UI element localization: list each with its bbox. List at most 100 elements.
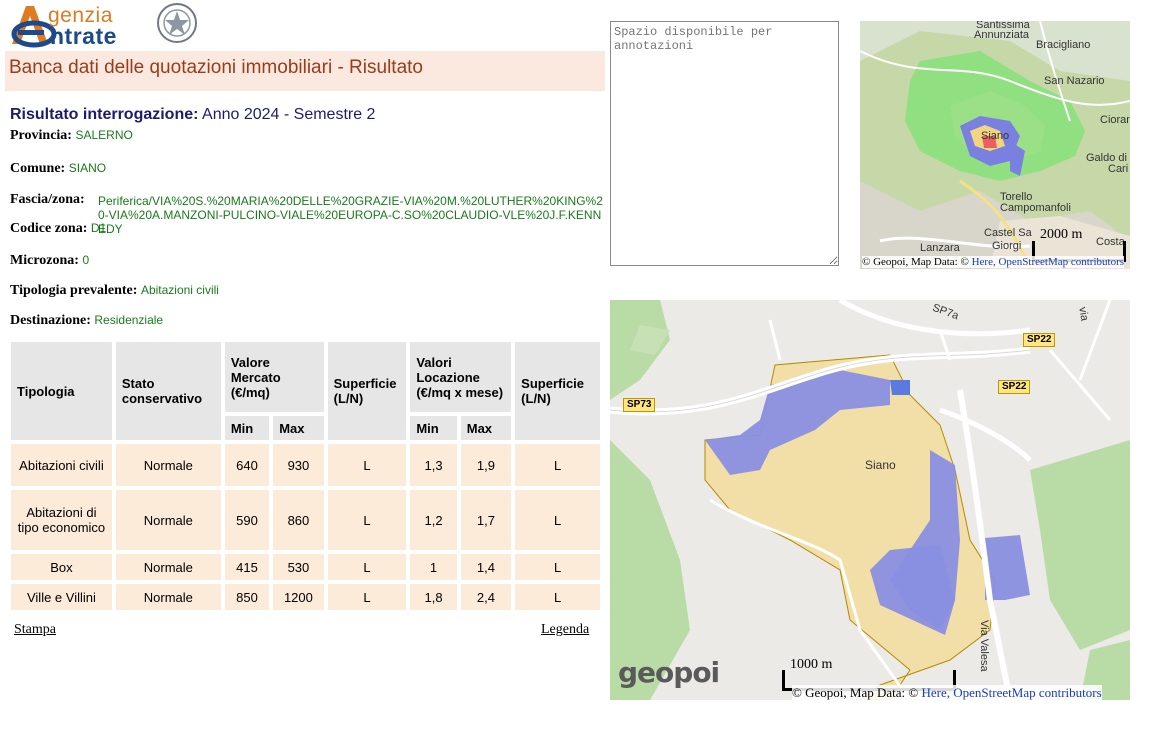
cell-sup2: L xyxy=(515,444,600,486)
label-cioran: Cioran xyxy=(1100,114,1130,126)
logo-text-bottom: ntrate xyxy=(50,23,117,49)
quotations-table: Tipologia Stato conservativo Valore Merc… xyxy=(7,338,604,614)
zone-map-attribution-prefix: © Geopoi, Map Data: © xyxy=(792,685,919,700)
fascia-value: Periferica/VIA%20S.%20MARIA%20DELLE%20GR… xyxy=(98,194,603,236)
microzona-field: Microzona: 0 xyxy=(10,253,89,269)
zone-map-attribution-links[interactable]: Here, OpenStreetMap contributors xyxy=(921,685,1102,700)
label-torello: Torello xyxy=(1000,191,1033,203)
cell-vm-max: 860 xyxy=(273,490,324,550)
provincia-field: Provincia: SALERNO xyxy=(10,128,133,144)
microzona-value: 0 xyxy=(82,253,90,267)
geopoi-logo: geopoi xyxy=(618,656,720,689)
label-galdo: Galdo di xyxy=(1086,152,1127,164)
overview-scale-label: 2000 m xyxy=(1040,227,1083,242)
microzona-label: Microzona: xyxy=(10,253,79,268)
cell-sup2: L xyxy=(515,554,600,580)
cell-vm-max: 530 xyxy=(273,554,324,580)
cell-vm-max: 930 xyxy=(273,444,324,486)
destinazione-field: Destinazione: Residenziale xyxy=(10,313,163,329)
label-siano-small: Siano xyxy=(981,130,1010,142)
result-heading: Risultato interrogazione: Anno 2024 - Se… xyxy=(10,106,375,124)
cell-tipologia: Ville e Villini xyxy=(11,584,112,610)
cell-vm-min: 415 xyxy=(224,554,270,580)
codice-zona-label: Codice zona: xyxy=(10,221,88,236)
cell-sup2: L xyxy=(515,584,600,610)
label-santissima: Santissima xyxy=(976,21,1030,31)
cell-stato: Normale xyxy=(115,490,221,550)
cell-vl-max: 2,4 xyxy=(460,584,512,610)
header-vm-max: Max xyxy=(273,416,324,440)
tipologia-prevalente-value: Abitazioni civili xyxy=(140,283,219,297)
stampa-link[interactable]: Stampa xyxy=(14,622,56,637)
cell-vl-max: 1,4 xyxy=(460,554,512,580)
codice-zona-value: D1 xyxy=(90,221,107,235)
cell-stato: Normale xyxy=(115,584,221,610)
cell-sup: L xyxy=(327,490,407,550)
overview-attribution-prefix: © Geopoi, Map Data: © xyxy=(862,256,969,268)
header-superficie-locazione: Superficie (L/N) xyxy=(515,342,600,440)
zone-map-canvas xyxy=(610,300,1130,700)
cell-vl-min: 1,8 xyxy=(410,584,457,610)
cell-vl-min: 1,2 xyxy=(410,490,457,550)
cell-stato: Normale xyxy=(115,444,221,486)
label-via-valesa: Via Valesa xyxy=(978,620,990,672)
comune-value: SIANO xyxy=(68,161,107,175)
cell-tipologia: Abitazioni civili xyxy=(11,444,112,486)
overview-map[interactable]: Santissima Annunziata Bracigliano San Na… xyxy=(860,21,1130,269)
logo-text-top: genzia xyxy=(48,4,113,27)
header-stato: Stato conservativo xyxy=(115,342,221,440)
result-heading-label: Risultato interrogazione: xyxy=(10,106,199,123)
cell-vm-max: 1200 xyxy=(273,584,324,610)
label-lanzara: Lanzara xyxy=(920,242,960,254)
cell-tipologia: Abitazioni di tipo economico xyxy=(11,490,112,550)
cell-sup: L xyxy=(327,554,407,580)
label-san-nazario: San Nazario xyxy=(1044,75,1105,87)
destinazione-value: Residenziale xyxy=(94,313,164,327)
header-tipologia: Tipologia xyxy=(11,342,112,440)
overview-map-canvas xyxy=(860,21,1130,269)
legenda-link[interactable]: Legenda xyxy=(541,622,590,637)
table-row: Abitazioni civili Normale 640 930 L 1,3 1,9 L xyxy=(11,444,600,486)
cell-vl-min: 1,3 xyxy=(410,444,457,486)
label-campomanfoli: Campomanfoli xyxy=(1000,202,1071,214)
road-sp22-lower: SP22 xyxy=(998,380,1031,394)
label-bracigliano: Bracigliano xyxy=(1036,39,1091,51)
agency-emblem-icon xyxy=(11,6,57,48)
cell-stato: Normale xyxy=(115,554,221,580)
table-row: Abitazioni di tipo economico Normale 590 86… xyxy=(11,490,600,550)
tipologia-prevalente-field: Tipologia prevalente: Abitazioni civili xyxy=(10,283,219,299)
destinazione-label: Destinazione: xyxy=(10,313,91,328)
fascia-label: Fascia/zona: xyxy=(10,192,85,207)
label-giorgi: Giorgi xyxy=(992,240,1022,252)
overview-attribution-links[interactable]: Here, OpenStreetMap contributors xyxy=(971,256,1125,268)
result-period: Anno 2024 - Semestre 2 xyxy=(202,106,376,123)
comune-label: Comune: xyxy=(10,161,66,176)
agenzia-entrate-logo: genzia ntrate xyxy=(4,0,204,50)
annotations-textarea[interactable] xyxy=(610,21,839,266)
road-sp22-upper: SP22 xyxy=(1023,333,1056,347)
republic-emblem-icon xyxy=(157,3,197,43)
zone-map[interactable]: Siano Via Valesa SP7a SP22 SP22 SP73 via… xyxy=(610,300,1130,700)
header-valori-locazione: Valori Locazione (€/mq x mese) xyxy=(410,342,512,412)
table-row: Box Normale 415 530 L 1 1,4 L xyxy=(11,554,600,580)
zone-map-attribution: © Geopoi, Map Data: © Here, OpenStreetMa… xyxy=(792,685,1102,700)
label-annunziata: Annunziata xyxy=(974,29,1030,41)
label-via: via xyxy=(1076,306,1091,322)
cell-vl-max: 1,9 xyxy=(460,444,512,486)
tipologia-prevalente-label: Tipologia prevalente: xyxy=(10,283,138,298)
cell-sup2: L xyxy=(515,490,600,550)
cell-sup: L xyxy=(327,444,407,486)
label-siano-big: Siano xyxy=(865,458,896,472)
road-sp73: SP73 xyxy=(623,398,656,412)
header-vl-min: Min xyxy=(410,416,457,440)
codice-zona-field: Codice zona: D1 xyxy=(10,221,106,237)
header-vl-max: Max xyxy=(460,416,512,440)
label-costa: Costa xyxy=(1096,236,1125,248)
provincia-value: SALERNO xyxy=(75,128,133,142)
table-row: Ville e Villini Normale 850 1200 L 1,8 2,4 L xyxy=(11,584,600,610)
zone-map-scale-label: 1000 m xyxy=(790,657,833,672)
cell-vm-min: 640 xyxy=(224,444,270,486)
header-vm-min: Min xyxy=(224,416,270,440)
comune-field: Comune: SIANO xyxy=(10,161,106,177)
overview-attribution: © Geopoi, Map Data: © Here, OpenStreetMa… xyxy=(862,256,1125,268)
